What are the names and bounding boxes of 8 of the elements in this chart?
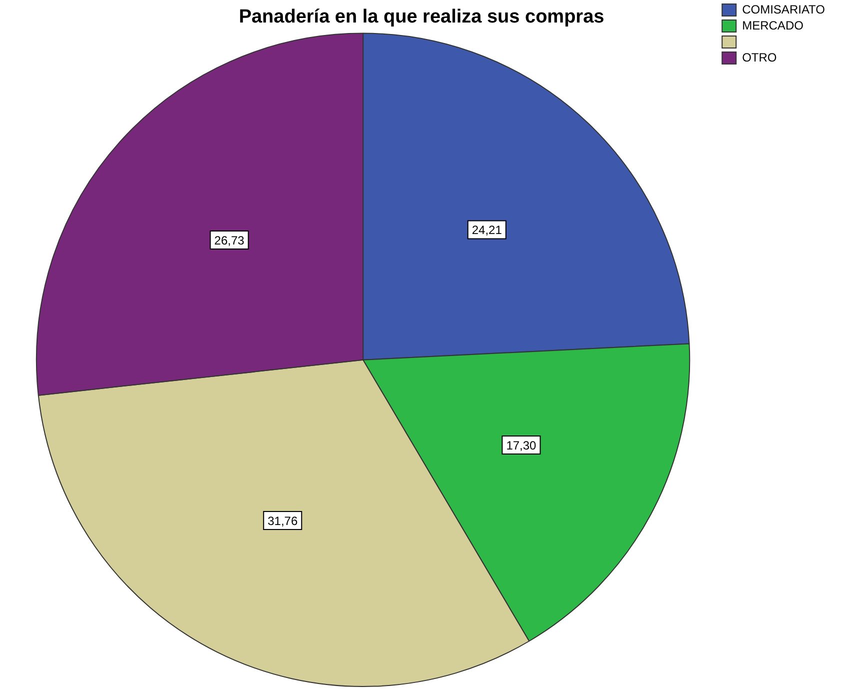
- data-label: 26,73: [214, 233, 245, 248]
- legend-label: MERCADO: [742, 18, 804, 32]
- data-label: 31,76: [268, 514, 298, 528]
- chart-title: Panadería en la que realiza sus compras: [238, 6, 604, 28]
- data-label: 17,30: [506, 438, 537, 452]
- legend-label: OTRO: [742, 50, 777, 64]
- data-label: 24,21: [472, 223, 502, 238]
- legend-label: COMISARIATO: [742, 2, 826, 16]
